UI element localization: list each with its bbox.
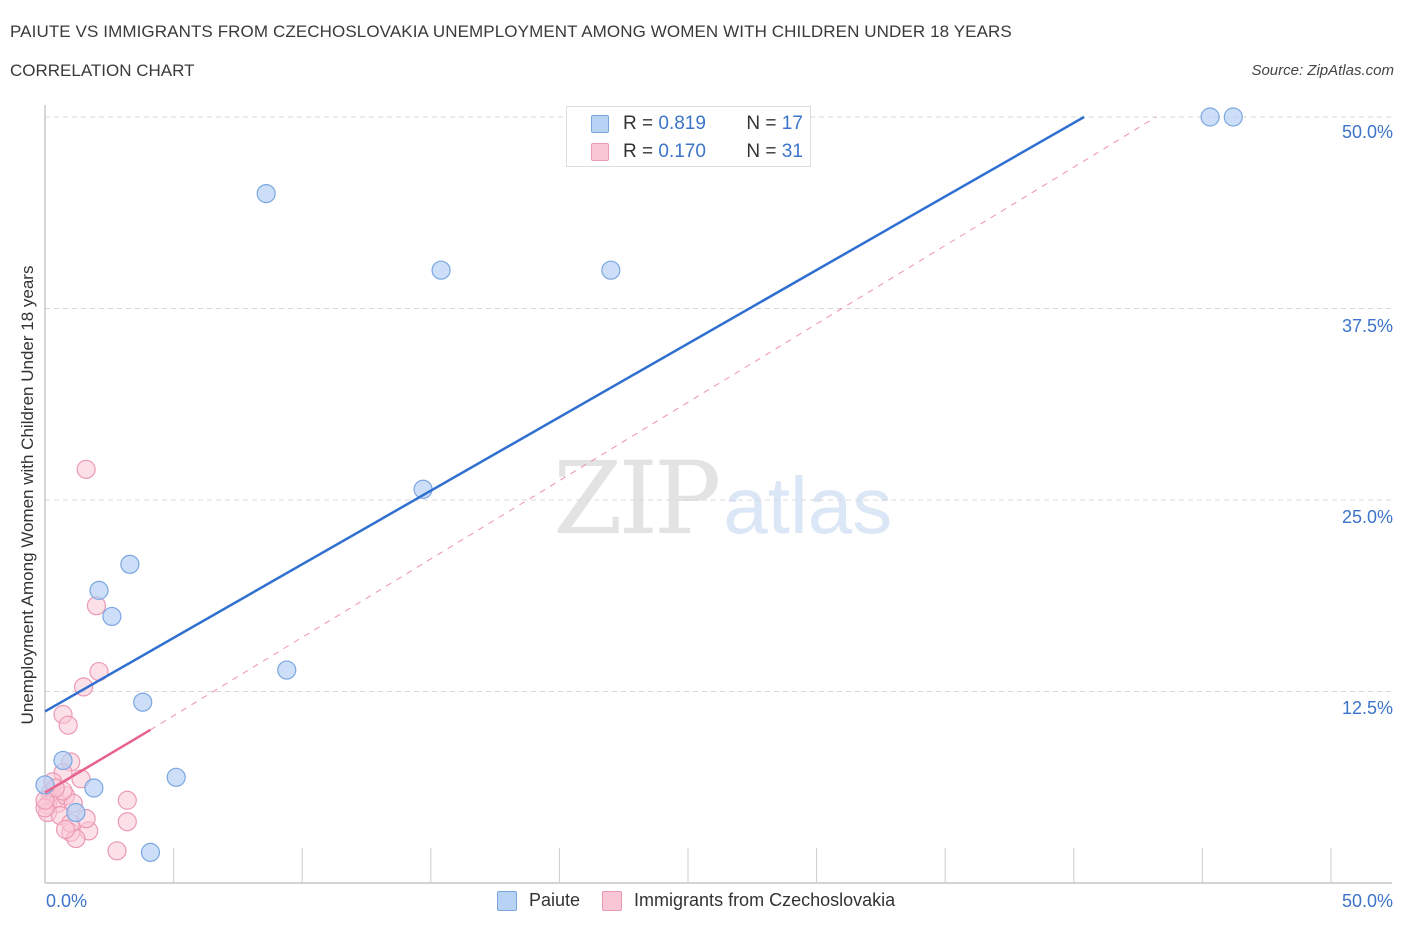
gridlines bbox=[45, 116, 1392, 692]
data-point bbox=[53, 750, 73, 771]
paiute-swatch bbox=[497, 890, 517, 911]
data-point bbox=[1200, 107, 1220, 127]
n-value: 17 bbox=[781, 113, 803, 134]
r-label: R = bbox=[623, 113, 654, 134]
data-point bbox=[140, 842, 161, 862]
data-point bbox=[76, 459, 96, 479]
x-tick-50: 50.0% bbox=[1341, 891, 1393, 911]
data-point bbox=[107, 841, 127, 861]
data-point bbox=[166, 767, 186, 787]
y-tick-50: 50.0% bbox=[1341, 122, 1393, 142]
legend-label: Immigrants from Czechoslovakia bbox=[634, 890, 896, 910]
y-tick-12-5: 12.5% bbox=[1341, 698, 1393, 718]
x-tick-0: 0.0% bbox=[46, 891, 88, 911]
data-point bbox=[89, 580, 109, 600]
data-point bbox=[66, 802, 86, 823]
data-point bbox=[277, 660, 297, 680]
trendline bbox=[44, 115, 1085, 713]
data-point bbox=[431, 260, 451, 280]
n-value: 31 bbox=[781, 141, 803, 162]
r-value: 0.170 bbox=[658, 141, 706, 162]
watermark: ZIPatlas bbox=[553, 440, 892, 557]
stats-row-immigrants: R = 0.170 N = 31 bbox=[591, 141, 803, 163]
trendline bbox=[44, 728, 152, 794]
y-tick-37-5: 37.5% bbox=[1341, 316, 1393, 336]
data-point bbox=[1223, 107, 1243, 127]
data-point bbox=[84, 778, 104, 798]
n-label: N = bbox=[746, 113, 777, 134]
data-point bbox=[117, 790, 137, 810]
n-label: N = bbox=[746, 141, 777, 162]
immigrants-swatch bbox=[602, 890, 623, 911]
series-legend: Paiute Immigrants from Czechoslovakia bbox=[497, 890, 917, 911]
series-immigrants-czechoslovakia-points bbox=[35, 459, 137, 861]
data-point bbox=[117, 812, 137, 832]
data-point bbox=[102, 606, 122, 627]
data-point bbox=[55, 819, 76, 839]
data-point bbox=[601, 260, 621, 280]
r-label: R = bbox=[623, 141, 654, 162]
data-point bbox=[120, 554, 140, 574]
chart-title: PAIUTE VS IMMIGRANTS FROM CZECHOSLOVAKIA… bbox=[10, 22, 1012, 41]
y-axis-label: Unemployment Among Women with Children U… bbox=[18, 265, 37, 725]
legend-label: Paiute bbox=[529, 890, 581, 910]
data-point bbox=[256, 184, 276, 204]
data-point bbox=[58, 715, 78, 735]
axes bbox=[44, 105, 1392, 884]
legend-item-paiute[interactable]: Paiute bbox=[497, 890, 580, 911]
stats-legend: R = 0.819 N = 17 R = 0.170 N = 31 bbox=[566, 106, 811, 167]
data-point bbox=[133, 692, 153, 712]
legend-item-immigrants[interactable]: Immigrants from Czechoslovakia bbox=[602, 890, 895, 911]
source-label: Source: ZipAtlas.com bbox=[1251, 62, 1394, 79]
watermark-zip: ZIP bbox=[553, 440, 721, 557]
chart-subtitle: CORRELATION CHART bbox=[10, 61, 195, 80]
stats-row-paiute: R = 0.819 N = 17 bbox=[591, 113, 803, 135]
immigrants-swatch bbox=[591, 143, 609, 161]
watermark-atlas: atlas bbox=[723, 461, 893, 550]
trendline-extension bbox=[150, 116, 1157, 731]
r-value: 0.819 bbox=[658, 113, 706, 134]
trendlines bbox=[44, 115, 1157, 794]
y-tick-25: 25.0% bbox=[1341, 507, 1393, 527]
paiute-swatch bbox=[591, 115, 609, 133]
series-paiute-points bbox=[35, 107, 1243, 862]
